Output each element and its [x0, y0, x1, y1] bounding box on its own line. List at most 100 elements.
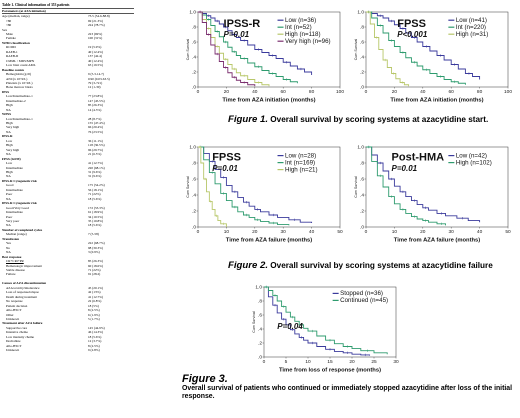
y-tick-label: .8 — [192, 160, 196, 166]
table-row: Sex — [2, 28, 134, 32]
table-row: Death during treatment 41 (12.7%) — [2, 295, 134, 299]
table-row: RAEB-II 137 (42.4) — [2, 54, 134, 58]
table-row: Median (range) 7 (5-58) — [2, 232, 134, 236]
y-tick-label: .4 — [258, 326, 262, 332]
table-cell-value: 18 (5.6%) — [88, 196, 102, 201]
legend-label: Continued (n=45) — [340, 297, 388, 304]
y-tick-label: .2 — [258, 340, 262, 346]
table-cell-value: 46 (14.3%) — [88, 330, 104, 335]
table-cell-label: IPSS — [2, 89, 10, 94]
x-tick-label: 100 — [504, 89, 512, 95]
table-cell-label: WHO classification — [2, 40, 30, 45]
x-tick-label: 10 — [305, 359, 311, 365]
survival-curve-3 — [198, 146, 227, 227]
figure-3-caption: Figure 3. Overall survival of patients w… — [182, 374, 518, 402]
table-cell-label: Death during treatment — [6, 294, 38, 299]
table-row: Hemoglobin (g/dl) 9 (5.3-14.7) — [2, 72, 134, 76]
table-cell-label: IPSS-R Cytogenetic risk — [2, 178, 37, 183]
table-cell-label: Best response — [2, 254, 22, 259]
legend-label: Int (n=52) — [285, 24, 312, 31]
table-cell-label: Hematologic improvement — [6, 263, 42, 268]
survival-curve-1 — [198, 146, 313, 223]
table-row: Transfusion — [2, 237, 134, 241]
table-row: Best response — [2, 255, 134, 259]
table-cell-value: 7 (5-58) — [88, 232, 99, 237]
table-cell-label: Intermediate — [6, 165, 23, 170]
legend-label: High (n=102) — [456, 159, 492, 166]
table-cell-value: 71 (22%) — [88, 192, 101, 197]
table-row: Patient decision 18 (5%) — [2, 304, 134, 308]
table-cell-label: High — [6, 170, 13, 175]
table-cell-value: 40 (12.4%) — [88, 49, 104, 54]
table-cell-value: 71 (22%) — [88, 267, 101, 272]
table-cell-value: 85 (26.3%) — [88, 103, 104, 108]
survival-curve-2 — [264, 286, 388, 355]
table-cell-label: NA — [6, 223, 11, 228]
table-cell-value: 91 (28.2) — [88, 272, 101, 277]
table-cell-label: Allo-HSCT — [6, 308, 22, 313]
p-value: P=0.01 — [392, 164, 418, 173]
y-axis-title: Cum Survival — [354, 39, 358, 61]
table-cell-value: 31 (9.6%) — [88, 174, 102, 179]
x-tick-label: 40 — [477, 229, 483, 235]
table-row: Intensive chemo 46 (14.3%) — [2, 330, 134, 334]
table-cell-label: No response — [6, 299, 23, 304]
table-row: Intermediate 220 (68.1%) — [2, 166, 134, 170]
legend-label: Stopped (n=36) — [340, 290, 383, 297]
figure-3-text: Overall survival of patients who continu… — [182, 385, 513, 401]
table-cell-label: IPSS-R Cytogenetic risk — [2, 201, 37, 206]
y-tick-label: 1.0 — [255, 284, 262, 290]
figure-1-text: Overall survival by scoring systems at a… — [270, 115, 489, 124]
table-cell-label: AZA toxicity/intolerance — [6, 285, 40, 290]
table-row: RAEB-1 40 (12.4%) — [2, 50, 134, 54]
table-row: Decitabine 12 (3.7%) — [2, 339, 134, 343]
x-axis-title: Time from AZA initiation (months) — [390, 98, 483, 104]
x-axis-title: Time from AZA initiation (months) — [222, 98, 315, 104]
table-cell-value: 35 (10.8%) — [88, 219, 104, 223]
table-cell-label: NA — [6, 152, 11, 157]
table-cell-label: NA — [6, 196, 11, 201]
table-title: Table 1. Clinical information of 353 pat… — [2, 3, 70, 7]
table-cell-value: 61 (18.9%) — [88, 210, 104, 215]
table-cell-value: 22 (6.8%) — [88, 299, 102, 304]
x-tick-label: 20 — [349, 359, 355, 365]
table-cell-label: Intermediate-2 — [6, 98, 26, 103]
table-row: Low blast count AML 63 (19.5%) — [2, 63, 134, 67]
table-row: Intermediate-2 147 (45.5%) — [2, 99, 134, 103]
table-row: High 155 (47.4%) — [2, 121, 134, 125]
x-tick-label: 5 — [285, 359, 288, 365]
table-cell-label: Loss of response/relapse — [6, 290, 39, 295]
table-cell-label: Treatment after AZA failure — [2, 321, 43, 326]
table-row: Bone marrow blasts 12 (1-30) — [2, 85, 134, 89]
table-cell-label: Female — [6, 36, 16, 41]
table-cell-value: 31 (9.6%) — [88, 170, 102, 175]
km-plot-loss-of-response: .0 .2 .4 .6 .8 1.0 0 5 10 15 20 25 30 Time from loss … — [250, 283, 400, 373]
km-plot-post-hma: .0 .2 .4 .6 .8 1.0 0 10 20 30 40 50 Time from AZA fa… — [352, 143, 512, 243]
y-tick-label: .4 — [360, 192, 364, 198]
table-row: IPSS-R Cytogenetic risk — [2, 201, 134, 205]
survival-curve-1 — [264, 286, 371, 356]
figure-2-text: Overall survival by scoring systems at a… — [270, 261, 493, 270]
table-cell-value: 223 (69%) — [88, 31, 103, 36]
table-row: Low 36 (11.1%) — [2, 139, 134, 143]
table-row: CR+CRi+PR 85 (26.3%) — [2, 259, 134, 263]
y-tick-label: .8 — [360, 24, 364, 30]
table-row: Female 100 (31%) — [2, 36, 134, 40]
table-cell-value: 28 (8.7%) — [88, 116, 102, 121]
table-cell-value: 34 (10.5%) — [88, 214, 104, 219]
table-cell-label: Bone marrow blasts — [6, 85, 33, 90]
table-cell-value: 79 (3-721) — [88, 80, 103, 85]
survival-curve-3 — [198, 11, 270, 87]
table-cell-value: 73.5 (54.6-88.8) — [88, 14, 110, 19]
table-cell-value: 63 (19.5%) — [88, 63, 104, 68]
y-tick-label: 1.0 — [189, 9, 196, 15]
table-cell-value: 41 (12.7%) — [88, 294, 104, 299]
table-cell-value: 147 (45.5%) — [88, 98, 105, 103]
x-tick-label: 40 — [309, 229, 315, 235]
y-tick-label: .6 — [258, 312, 262, 318]
table-row: Very high 66 (20.4%) — [2, 125, 134, 129]
survival-curve-2 — [198, 146, 290, 226]
table-row: Intermediate 56 (18.1%) — [2, 188, 134, 192]
table-cell-label: IPSS-R — [2, 134, 13, 139]
plot-title: FPSS — [212, 152, 241, 164]
